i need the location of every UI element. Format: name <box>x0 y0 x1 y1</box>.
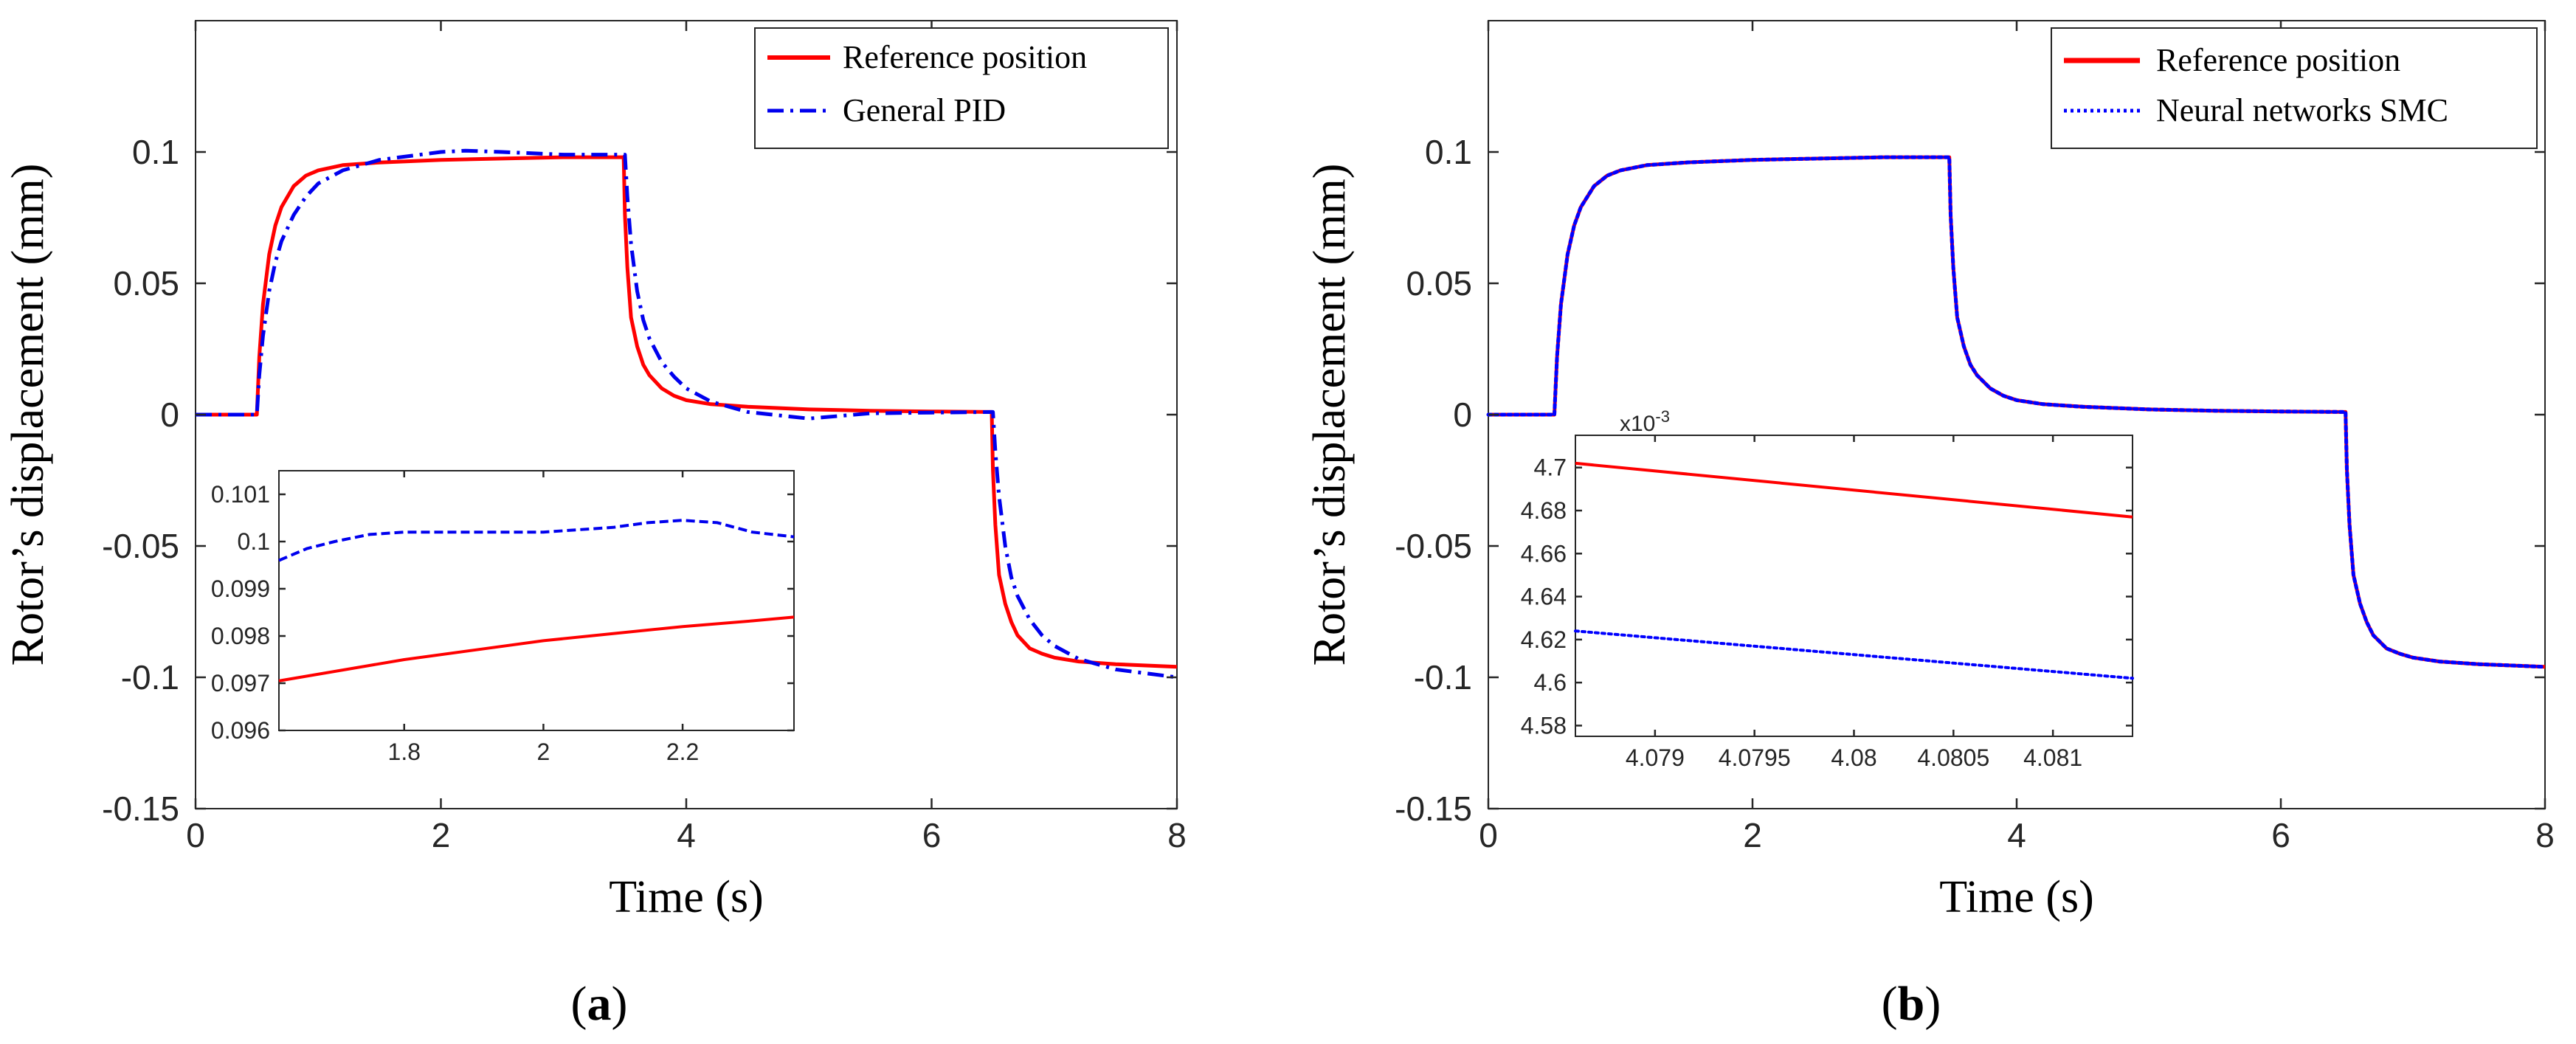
b-inset-x-tick-label: 4.079 <box>1626 744 1685 771</box>
a-x-tick-label: 2 <box>432 816 451 854</box>
a-series-reference-position <box>196 155 1178 669</box>
b-x-tick-label: 0 <box>1479 816 1498 854</box>
b-inset-x-tick-label: 4.0805 <box>1917 744 1989 771</box>
b-inset-x-tick-label: 4.0795 <box>1719 744 1791 771</box>
inset-a: 0.096 0.097 0.098 0.099 0.1 0.101 1.8 2 2.2 <box>211 470 795 765</box>
b-y-tick-label: 0.05 <box>1406 264 1472 303</box>
panel-b: -0.15 -0.1 -0.05 0 0.05 0.1 0 2 4 6 8 Reference p… <box>1305 20 2555 1031</box>
panel-label-letter-b: b <box>1898 977 1925 1031</box>
b-series-neural-networks-smc <box>1486 155 2547 669</box>
a-x-tick-label: 0 <box>186 816 205 854</box>
legend-box-a <box>754 27 1169 149</box>
a-inset-y-tick-label: 0.099 <box>211 575 270 602</box>
b-x-tick-label: 2 <box>1743 816 1762 854</box>
a-x-tick-label: 4 <box>677 816 696 854</box>
b-y-tick-label: -0.1 <box>1414 658 1472 696</box>
inset-exponent-label-b: x10-3 <box>1620 407 1670 436</box>
a-y-tick-label: 0.1 <box>132 133 179 171</box>
x-axis-ticks-b: 0 2 4 6 8 <box>1479 21 2555 854</box>
b-inset-y-tick-label: 4.62 <box>1521 626 1567 653</box>
inset-frame-b <box>1575 435 2133 737</box>
b-y-tick-label: -0.05 <box>1395 527 1472 565</box>
a-inset-y-tick-label: 0.098 <box>211 623 270 649</box>
inset-x-ticks-a: 1.8 2 2.2 <box>388 471 699 765</box>
panel-a: -0.15 -0.1 -0.05 0 0.05 0.1 0 2 4 6 8 Reference p… <box>3 20 1187 1031</box>
a-y-tick-label: -0.05 <box>102 527 179 565</box>
b-inset-series-reference-position <box>1575 461 2133 519</box>
a-y-tick-label: -0.1 <box>121 658 179 696</box>
a-inset-x-tick-label: 2.2 <box>666 739 699 765</box>
inset-y-ticks-a: 0.096 0.097 0.098 0.099 0.1 0.101 <box>211 481 794 744</box>
inset-exponent-power-b: -3 <box>1655 407 1670 426</box>
a-y-tick-label: -0.15 <box>102 789 179 828</box>
panel-label-open-b: ( <box>1882 977 1898 1031</box>
panel-label-letter-a: a <box>587 977 612 1031</box>
a-y-tick-label: 0 <box>160 395 179 434</box>
a-series-general-pid <box>196 148 1178 680</box>
y-axis-ticks-b: -0.15 -0.1 -0.05 0 0.05 0.1 <box>1395 133 2545 828</box>
legend-label-reference-b: Reference position <box>2156 42 2400 78</box>
a-inset-y-tick-label: 0.101 <box>211 481 270 508</box>
b-inset-y-tick-label: 4.58 <box>1521 712 1567 739</box>
b-x-tick-label: 6 <box>2271 816 2290 854</box>
a-inset-x-tick-label: 1.8 <box>388 739 421 765</box>
series-group-b <box>1486 155 2547 669</box>
y-axis-title-a: Rotor’s displacement (mm) <box>3 164 53 666</box>
legend-box-b <box>2051 27 2538 149</box>
b-inset-y-tick-label: 4.66 <box>1521 540 1567 567</box>
x-axis-title-b: Time (s) <box>1939 872 2094 922</box>
b-x-tick-label: 4 <box>2007 816 2026 854</box>
legend-a: Reference position General PID <box>754 27 1169 149</box>
panel-label-open-a: ( <box>571 977 587 1031</box>
a-inset-y-tick-label: 0.1 <box>238 528 270 555</box>
b-y-tick-label: 0.1 <box>1425 133 1472 171</box>
inset-series-group-a <box>278 519 795 682</box>
b-inset-series-neural-networks-smc <box>1574 629 2134 680</box>
inset-x-ticks-b: 4.079 4.0795 4.08 4.0805 4.081 <box>1626 435 2082 771</box>
b-inset-x-tick-label: 4.081 <box>2023 744 2082 771</box>
inset-series-group-b <box>1574 461 2134 680</box>
y-axis-title-b: Rotor’s displacement (mm) <box>1305 164 1355 666</box>
y-axis-ticks-a: -0.15 -0.1 -0.05 0 0.05 0.1 <box>102 133 1177 828</box>
a-inset-x-tick-label: 2 <box>537 739 550 765</box>
panel-label-a: (a) <box>571 977 628 1031</box>
a-inset-y-tick-label: 0.097 <box>211 670 270 696</box>
a-inset-series-reference-position <box>278 615 795 682</box>
b-x-tick-label: 8 <box>2535 816 2555 854</box>
series-group-a <box>196 148 1178 680</box>
a-x-tick-label: 6 <box>922 816 942 854</box>
a-x-tick-label: 8 <box>1167 816 1187 854</box>
b-inset-y-tick-label: 4.6 <box>1534 669 1567 696</box>
legend-label-pid-a: General PID <box>843 92 1006 128</box>
b-y-tick-label: -0.15 <box>1395 789 1472 828</box>
b-inset-y-tick-label: 4.64 <box>1521 584 1567 610</box>
a-inset-y-tick-label: 0.096 <box>211 717 270 744</box>
inset-exponent-base-b: x10 <box>1620 412 1655 436</box>
a-inset-series-general-pid <box>278 519 795 562</box>
b-inset-y-tick-label: 4.7 <box>1534 454 1567 481</box>
legend-b: Reference position Neural networks SMC <box>2051 27 2538 149</box>
a-y-tick-label: 0.05 <box>113 264 179 303</box>
legend-label-smc-b: Neural networks SMC <box>2156 92 2448 128</box>
b-inset-x-tick-label: 4.08 <box>1831 744 1876 771</box>
inset-frame-a <box>278 470 795 731</box>
inset-b: 4.584.64.624.644.664.684.7 4.079 4.0795 4.… <box>1521 407 2134 771</box>
panel-label-close-b: ) <box>1924 977 1941 1031</box>
inset-y-ticks-b: 4.58 4.6 4.62 4.64 4.66 4.68 4.7 <box>1521 454 2133 739</box>
b-y-tick-label: 0 <box>1453 395 1472 434</box>
panel-label-b: (b) <box>1882 977 1941 1031</box>
legend-label-reference-a: Reference position <box>843 39 1087 75</box>
x-axis-ticks-a: 0 2 4 6 8 <box>186 21 1187 854</box>
x-axis-title-a: Time (s) <box>609 872 764 922</box>
panel-label-close-a: ) <box>612 977 628 1031</box>
b-inset-y-tick-label: 4.68 <box>1521 497 1567 524</box>
